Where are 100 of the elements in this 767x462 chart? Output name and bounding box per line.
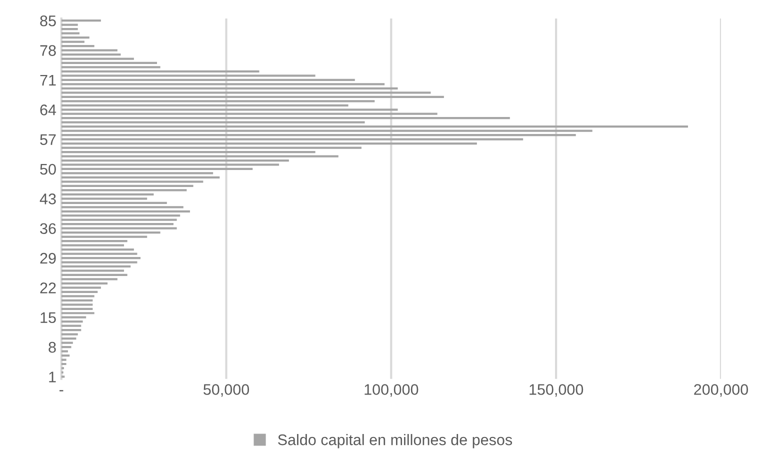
bar (61, 28, 78, 30)
bar (61, 130, 592, 132)
bar (61, 24, 78, 26)
bar (61, 214, 180, 217)
bar (61, 32, 80, 34)
y-tick-label: 85 (40, 15, 56, 26)
bar (61, 155, 338, 158)
bar (61, 367, 64, 370)
bar (61, 87, 398, 90)
bar (61, 168, 253, 170)
bar (61, 282, 108, 285)
bar (61, 180, 204, 183)
bar (61, 117, 510, 120)
bar (61, 44, 94, 48)
bar (61, 146, 362, 149)
bar (61, 74, 316, 77)
bar (61, 304, 93, 306)
y-tick-label: 22 (40, 282, 56, 294)
bar (61, 286, 101, 289)
bar (61, 138, 524, 140)
bar (61, 108, 398, 111)
bar (61, 92, 431, 94)
bar (61, 176, 220, 179)
bar (61, 236, 148, 238)
bar (61, 218, 177, 221)
bar (61, 198, 148, 200)
bar (61, 278, 118, 280)
bar (61, 20, 101, 22)
bar (61, 252, 138, 255)
bar (61, 78, 355, 82)
bar (61, 346, 72, 348)
bar (61, 112, 438, 115)
legend-label: Saldo capital en millones de pesos (278, 434, 512, 448)
bar (61, 358, 66, 361)
y-tick-label: 15 (40, 312, 56, 324)
bar (61, 193, 154, 196)
bar (61, 295, 94, 298)
bar (61, 240, 128, 242)
y-tick-label: 1 (49, 372, 56, 382)
bar (61, 290, 98, 293)
bar (61, 159, 289, 162)
bar (61, 62, 158, 64)
x-tick-label: 50,000 (204, 384, 250, 397)
bar (61, 142, 477, 145)
bar (61, 70, 260, 73)
bar (61, 362, 66, 366)
bar (61, 312, 94, 314)
bar (61, 265, 131, 268)
bar (61, 299, 93, 302)
bar (61, 202, 167, 204)
bar (61, 354, 70, 357)
y-tick-label: 8 (48, 342, 56, 353)
bar (61, 270, 124, 272)
bar (61, 248, 134, 251)
y-tick-label: 50 (40, 164, 56, 175)
y-tick-label: 78 (40, 45, 56, 56)
bar (61, 274, 128, 276)
bar (61, 66, 160, 68)
bar (61, 350, 68, 352)
y-tick-label: 64 (40, 104, 56, 116)
bar (61, 134, 576, 136)
bar (61, 100, 375, 102)
y-tick-label: 71 (40, 74, 56, 86)
bar (61, 320, 83, 323)
bar (61, 189, 187, 192)
bar (61, 227, 177, 230)
bar (61, 342, 73, 344)
x-tick-label: 150,000 (530, 384, 584, 397)
bar (61, 256, 141, 260)
bar (61, 164, 280, 166)
bar (61, 83, 385, 86)
bar (61, 223, 174, 226)
bar (61, 329, 82, 332)
y-tick-label: 36 (40, 223, 56, 234)
bar (61, 324, 82, 327)
y-tick-label: 57 (40, 134, 56, 145)
bar (61, 244, 124, 246)
y-tick-label: 29 (40, 252, 56, 264)
x-tick-label: 100,000 (364, 384, 418, 397)
x-tick-label: 200,000 (694, 384, 748, 397)
bar (61, 150, 316, 154)
bar (61, 121, 365, 124)
bar (61, 49, 118, 52)
bar (61, 206, 184, 208)
bar (61, 172, 214, 174)
bar (61, 53, 121, 56)
bar (61, 261, 138, 264)
bar (61, 333, 78, 336)
y-tick-label: 43 (40, 194, 56, 204)
bar (61, 126, 688, 128)
x-tick-label: - (59, 390, 64, 392)
bar (61, 184, 194, 187)
bar (61, 36, 90, 39)
bar (61, 316, 86, 318)
bar (61, 210, 190, 212)
bar (61, 104, 348, 106)
bar (61, 96, 444, 98)
bar (61, 308, 93, 310)
bar (61, 58, 134, 60)
bar (61, 376, 65, 378)
